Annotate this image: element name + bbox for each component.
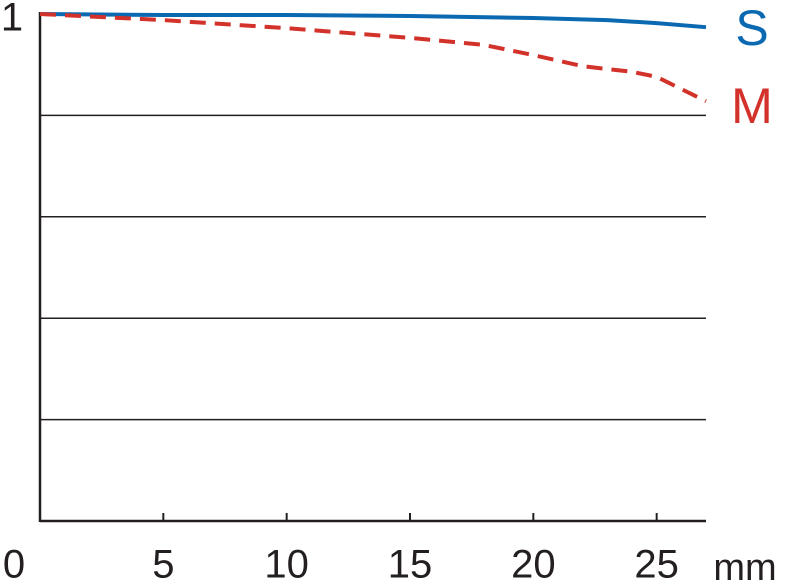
x-tick-label: 5 xyxy=(152,543,174,585)
x-tick-label: 25 xyxy=(634,543,679,585)
y-tick-label: 1 xyxy=(1,0,23,40)
series-label: S xyxy=(735,0,768,56)
x-axis-label: mm xyxy=(713,547,776,585)
series-label: M xyxy=(731,78,773,134)
x-tick-label: 15 xyxy=(388,543,433,585)
series-line xyxy=(39,12,707,30)
series-line xyxy=(39,12,707,103)
x-tick-label: 0 xyxy=(3,543,25,585)
x-tick-label: 10 xyxy=(264,543,309,585)
x-tick-label: 20 xyxy=(511,543,556,585)
